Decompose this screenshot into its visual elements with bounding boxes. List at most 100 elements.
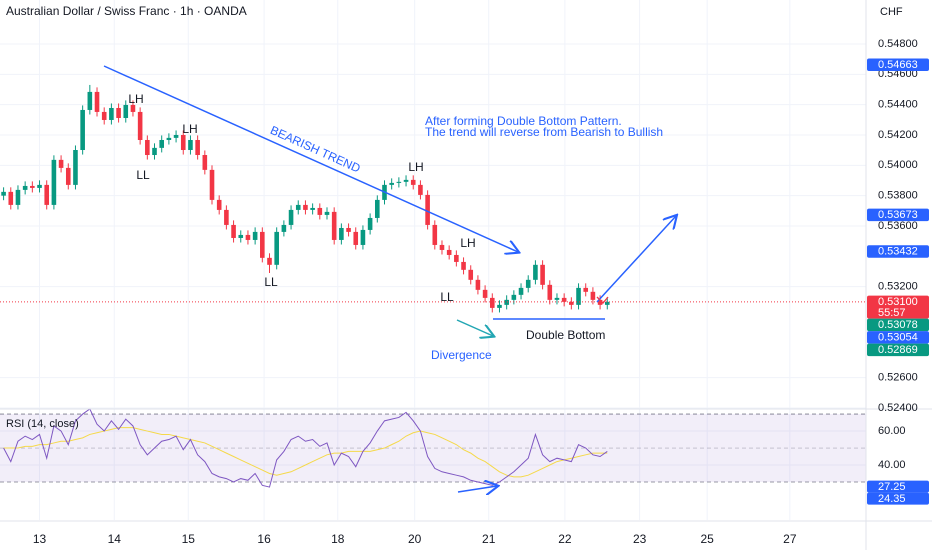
candle-body [195, 139, 200, 156]
rsi-tick-label: 40.00 [878, 459, 906, 471]
y-tick-label: 0.54200 [878, 129, 918, 141]
candle-body [274, 231, 279, 265]
price-tag-label: 0.52869 [878, 344, 918, 356]
candle-body [432, 224, 438, 245]
candle-body [295, 204, 301, 210]
price-tag [867, 245, 929, 258]
candle-body [180, 134, 186, 151]
y-tick-label: 0.52600 [878, 372, 918, 384]
candle-body [540, 264, 545, 285]
candle-body [87, 91, 93, 110]
candle-body [518, 287, 524, 295]
annotation: LL [440, 290, 454, 304]
candle-body [281, 224, 287, 232]
candle-body [252, 231, 258, 240]
pattern-label: Double Bottom [526, 328, 605, 342]
note: The trend will reverse from Bearish to B… [425, 125, 663, 139]
candle-body [604, 301, 610, 305]
candle-body [511, 294, 517, 300]
reversal-mark [596, 296, 609, 304]
candle-body [418, 184, 423, 195]
candle-body [497, 304, 502, 308]
bullish-arrow [596, 216, 676, 303]
price-tag [867, 343, 929, 357]
price-tag-label: 0.54663 [878, 59, 918, 71]
rsi-tag-label: 27.25 [878, 481, 906, 493]
candle-body [454, 254, 459, 262]
price-tag-countdown: 55:57 [878, 307, 906, 319]
x-tick-label: 23 [633, 532, 647, 546]
annotation: LH [182, 122, 197, 136]
y-tick-label: 0.53200 [878, 281, 918, 293]
price-tag-label: 0.53100 [878, 296, 918, 308]
x-tick-label: 14 [108, 532, 122, 546]
candle-body [130, 104, 136, 112]
price-tag [867, 318, 929, 332]
candle-body [303, 204, 308, 210]
price-tag [867, 331, 929, 344]
price-tag-label: 0.53673 [878, 209, 918, 221]
candle-body [116, 107, 121, 119]
candle-body [22, 185, 28, 190]
candle-body [533, 264, 538, 280]
candle-body [317, 207, 323, 215]
x-tick-label: 27 [783, 532, 797, 546]
candle-body [561, 297, 567, 302]
annotation: LL [264, 275, 278, 289]
candle-body [590, 291, 596, 300]
candle-body [245, 234, 251, 240]
rsi-divergence-arrow [457, 486, 497, 492]
candle-body [152, 147, 157, 156]
rsi-tag-label: 24.35 [878, 493, 906, 505]
candle-body [51, 159, 57, 205]
candle-body [166, 137, 172, 140]
candle-body [461, 261, 466, 270]
rsi-line [3, 408, 608, 488]
price-tag [867, 208, 929, 222]
price-tag [867, 58, 929, 72]
price-tag-label: 0.53432 [878, 246, 918, 258]
candle-body [403, 179, 409, 182]
candle-body [525, 279, 531, 288]
divergence-label: Divergence [431, 348, 492, 362]
candle-body [73, 150, 78, 185]
divergence-arrow [456, 319, 493, 336]
y-tick-label: 0.54800 [878, 38, 918, 50]
candle-body [353, 231, 359, 245]
candle-body [44, 184, 50, 205]
candle-body [209, 169, 215, 200]
candle-body [576, 287, 581, 305]
y-tick-label: 0.54600 [878, 68, 918, 80]
x-tick-label: 18 [331, 532, 345, 546]
candle-body [446, 249, 452, 255]
candle-body [475, 279, 481, 290]
candle-body [583, 287, 589, 292]
candle-body [202, 155, 208, 170]
x-tick-label: 22 [558, 532, 572, 546]
candle-body [331, 211, 337, 240]
x-tick-label: 15 [182, 532, 196, 546]
annotation: LL [136, 168, 150, 182]
candle-body [238, 234, 244, 238]
candle-body [30, 185, 35, 188]
candle-body [375, 199, 380, 218]
x-tick-label: 21 [482, 532, 496, 546]
candle-body [504, 299, 509, 305]
candle-body [101, 111, 107, 120]
candle-body [123, 104, 129, 119]
candle-body [339, 227, 344, 240]
y-tick-label: 0.54000 [878, 159, 918, 171]
candle-body [188, 139, 193, 151]
candle-body [569, 301, 574, 305]
annotation: LH [408, 160, 423, 174]
x-tick-label: 20 [408, 532, 422, 546]
candle-body [360, 229, 366, 245]
rsi-tag [867, 480, 929, 493]
x-tick-label: 13 [33, 532, 47, 546]
candle-body [425, 194, 430, 225]
annotation: LH [460, 236, 475, 250]
candle-body [15, 189, 21, 205]
y-tick-label: 0.54400 [878, 99, 918, 111]
candle-body [260, 231, 265, 258]
